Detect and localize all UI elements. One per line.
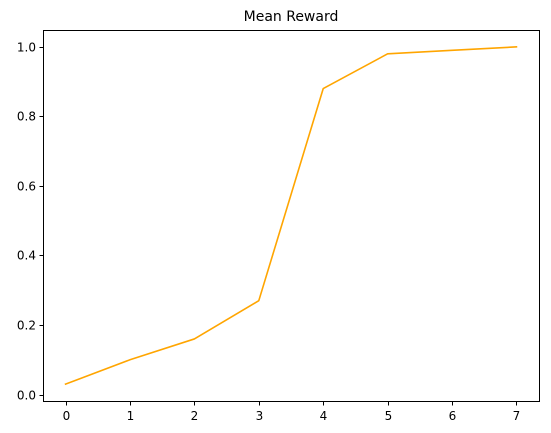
x-tick-label: 5 (385, 409, 393, 423)
y-tick-label: 0.8 (17, 110, 36, 124)
x-tick-label: 4 (320, 409, 328, 423)
x-tick-label: 7 (513, 409, 521, 423)
x-tick-label: 6 (449, 409, 457, 423)
series-line-0 (64, 46, 518, 386)
y-axis-ticks: 0.0 0.2 0.4 0.6 0.8 1.0 (17, 41, 44, 403)
x-axis-ticks: 0 1 2 3 4 5 6 7 (63, 401, 521, 423)
x-tick-label: 0 (63, 409, 71, 423)
y-tick-label: 0.4 (17, 249, 36, 263)
x-tick-label: 2 (191, 409, 199, 423)
chart-title: Mean Reward (244, 9, 339, 25)
y-tick-label: 1.0 (17, 41, 36, 55)
plot-frame (43, 30, 540, 402)
y-tick-label: 0.2 (17, 319, 36, 333)
x-tick-label: 3 (256, 409, 264, 423)
y-tick-label: 0.6 (17, 180, 36, 194)
x-tick-label: 1 (127, 409, 135, 423)
y-tick-label: 0.0 (17, 389, 36, 403)
series-layer (64, 46, 518, 386)
